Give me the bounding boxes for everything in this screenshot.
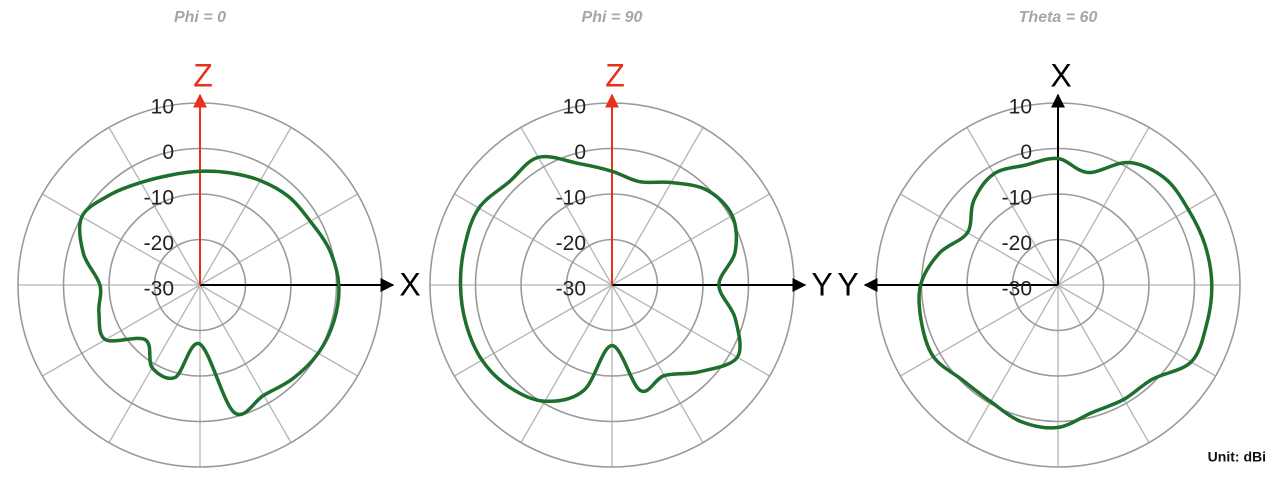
r-tick-label: -10 xyxy=(1002,187,1032,210)
axis-up-label: Z xyxy=(193,57,213,93)
r-tick-label: -20 xyxy=(144,232,174,255)
pattern-curve xyxy=(458,154,742,404)
r-tick-label: -10 xyxy=(144,187,174,210)
chart-title: Phi = 0 xyxy=(174,9,226,26)
chart-title: Theta = 60 xyxy=(1019,9,1098,26)
chart-title: Phi = 90 xyxy=(582,9,643,26)
r-tick-label: -30 xyxy=(1002,278,1032,301)
r-tick-label: 0 xyxy=(574,141,586,164)
pattern-curve xyxy=(917,156,1214,430)
r-tick-label: 0 xyxy=(1020,141,1032,164)
pattern-curve xyxy=(77,169,341,417)
r-tick-label: -30 xyxy=(556,278,586,301)
r-tick-label: -20 xyxy=(1002,232,1032,255)
polar-chart: Phi = 90 Y Z -30 -20 -10 0 10 xyxy=(429,9,833,468)
axis-horizontal-label: Y xyxy=(811,266,832,302)
r-tick-label: 0 xyxy=(162,141,174,164)
r-tick-label: 10 xyxy=(563,96,586,119)
r-tick-label: 10 xyxy=(1009,96,1032,119)
axis-horizontal-label: Y xyxy=(837,266,858,302)
unit-note: Unit: dBi xyxy=(1208,449,1266,465)
polar-chart: Phi = 0 X Z -30 -20 -10 0 10 xyxy=(17,9,421,468)
r-tick-label: -10 xyxy=(556,187,586,210)
axis-up-label: X xyxy=(1050,57,1071,93)
r-tick-label: 10 xyxy=(151,96,174,119)
polar-chart: Theta = 60 Y X -30 -20 -10 0 10 xyxy=(837,9,1241,468)
axis-up-label: Z xyxy=(605,57,625,93)
axis-horizontal-label: X xyxy=(399,266,420,302)
r-tick-label: -20 xyxy=(556,232,586,255)
r-tick-label: -30 xyxy=(144,278,174,301)
